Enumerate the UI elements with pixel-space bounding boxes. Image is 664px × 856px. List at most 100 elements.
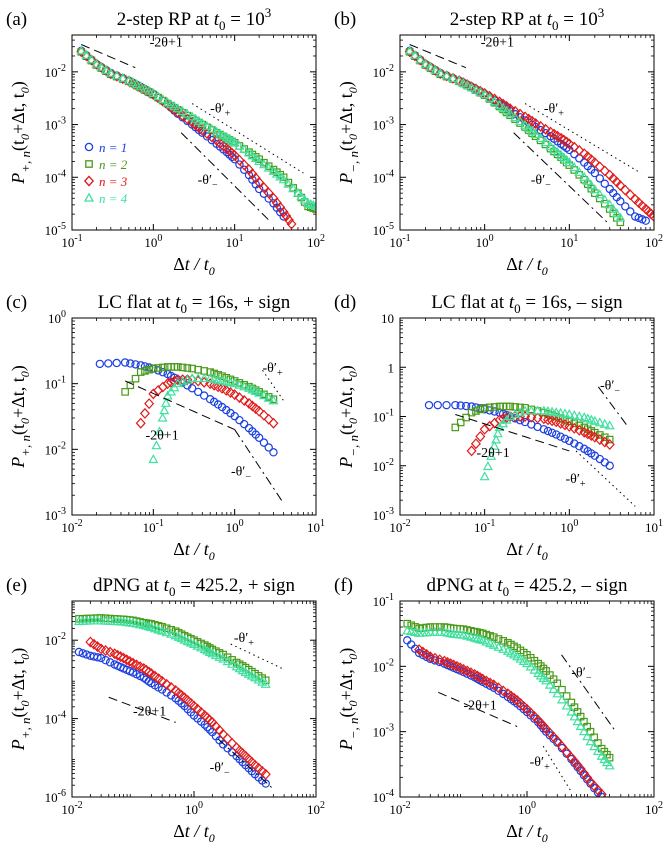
data-point-diamond (286, 218, 297, 230)
x-axis-label: Δt / t0 (506, 539, 548, 563)
data-point-diamond (493, 682, 504, 694)
panel-title: 2-step RP at t0 = 103 (450, 5, 604, 33)
tick-exponent: 2 (320, 233, 325, 244)
panel-letter: (b) (334, 9, 356, 30)
data-point-diamond (143, 666, 154, 678)
data-point-square (456, 418, 465, 427)
title-variable: t (547, 9, 553, 30)
tick-exponent: 2 (658, 233, 663, 244)
data-point-circle (259, 438, 269, 447)
data-point-circle (590, 168, 600, 178)
data-point-triangle (117, 72, 128, 82)
data-point-circle (259, 189, 269, 198)
anno-theta: -θ′ (198, 173, 212, 188)
data-point-circle (93, 653, 102, 662)
data-point-diamond (141, 664, 152, 676)
data-point-triangle (599, 194, 610, 204)
data-point-circle (235, 415, 244, 425)
anno-subscript: + (248, 638, 254, 649)
y-tick-label: 10-1 (45, 375, 66, 392)
data-point-triangle (177, 105, 188, 116)
tick-mantissa: 10 (373, 659, 386, 674)
data-point-triangle (545, 141, 556, 151)
data-point-diamond (569, 422, 580, 434)
anno-subscript: + (558, 108, 564, 119)
data-point-triangle (469, 632, 480, 642)
x-tick-label: 101 (560, 233, 578, 250)
data-point-square (141, 367, 149, 375)
guide-label: -θ′− (600, 379, 620, 397)
tick-mantissa: 10 (474, 520, 487, 535)
data-point-triangle (551, 407, 562, 417)
data-point-square (476, 405, 485, 414)
data-point-triangle (434, 627, 445, 637)
title-superscript: 3 (265, 5, 272, 20)
data-point-triangle (258, 390, 269, 400)
data-point-diamond (118, 652, 129, 664)
tick-mantissa: 10 (45, 633, 58, 648)
data-point-triangle (521, 658, 533, 668)
data-point-diamond (589, 431, 600, 443)
tick-exponent: 0 (531, 800, 536, 811)
data-point-circle (264, 194, 273, 203)
panel-letter: (e) (6, 575, 27, 596)
tick-exponent: -3 (58, 116, 66, 127)
title-text: = 425.2, – sign (509, 575, 628, 596)
data-point-triangle (574, 166, 585, 176)
data-point-diamond (254, 405, 265, 417)
data-point-square (159, 363, 167, 372)
tick-mantissa: 10 (373, 118, 386, 133)
data-point-diamond (222, 733, 233, 745)
data-point-diamond (648, 211, 654, 223)
anno-subscript: − (212, 180, 218, 191)
data-point-square (490, 403, 499, 411)
ylabel-text: (t (336, 706, 357, 717)
ylabel-text: ) (336, 365, 357, 371)
anno-theta: -θ′ (571, 665, 585, 680)
guide-label: -θ′− (571, 665, 591, 683)
data-point-square (480, 404, 489, 412)
data-point-triangle (429, 627, 441, 637)
tick-mantissa: 10 (476, 235, 489, 250)
data-point-circle (543, 426, 553, 436)
y-tick-label: 10-3 (373, 723, 394, 740)
data-point-triangle (254, 387, 265, 397)
plot-frame (71, 34, 317, 231)
data-point-circle (96, 653, 106, 663)
data-point-triangle (250, 153, 261, 163)
ylabel-text: ) (8, 365, 29, 371)
y-tick-label: 10-4 (373, 788, 394, 805)
y-axis-label: P−, n(t0+Δt, t0) (336, 365, 361, 469)
x-axis-label: Δt / t0 (173, 539, 215, 563)
data-point-triangle (604, 199, 615, 209)
data-point-circle (595, 174, 604, 183)
tick-mantissa: 10 (48, 311, 61, 326)
data-point-circle (120, 358, 130, 367)
tick-exponent: -4 (58, 710, 66, 721)
data-point-square (616, 218, 625, 227)
data-point-diamond (475, 431, 486, 442)
ylabel-sub0: 0 (346, 87, 360, 93)
data-point-diamond (234, 392, 245, 404)
y-axis-label: P+, n(t0+Δt, t0) (8, 648, 33, 752)
data-point-triangle (479, 471, 490, 481)
title-variable: t (509, 292, 515, 313)
guide-line-dash (81, 44, 136, 69)
data-point-circle (240, 419, 249, 429)
data-point-circle (82, 650, 91, 659)
y-tick-label: 10-4 (45, 710, 66, 727)
data-point-triangle (131, 79, 142, 89)
data-point-triangle (441, 70, 452, 80)
data-point-triangle (221, 376, 232, 386)
ylabel-p: P (8, 457, 28, 469)
panel-letter: (c) (6, 292, 27, 313)
panel-title: LC flat at t0 = 16s, + sign (98, 292, 291, 316)
data-point-triangle (501, 105, 512, 115)
data-point-diamond (620, 184, 631, 196)
data-point-triangle (105, 67, 116, 77)
y-tick-label: 10-5 (45, 221, 66, 238)
guide-line-dashdot (217, 738, 274, 790)
guide-label: -2θ+1 (476, 446, 509, 461)
data-point-diamond (161, 678, 172, 690)
tick-mantissa: 10 (61, 520, 74, 535)
